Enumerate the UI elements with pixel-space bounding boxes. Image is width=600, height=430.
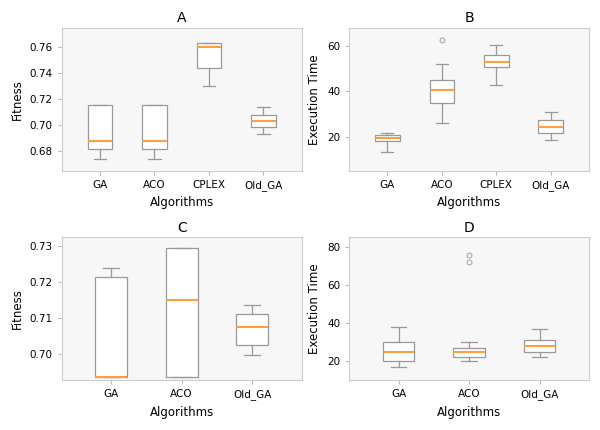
Y-axis label: Execution Time: Execution Time	[308, 54, 322, 144]
Y-axis label: Fitness: Fitness	[11, 79, 24, 120]
Title: D: D	[464, 221, 475, 234]
PathPatch shape	[538, 120, 563, 133]
PathPatch shape	[236, 314, 268, 344]
PathPatch shape	[166, 248, 197, 377]
PathPatch shape	[484, 55, 509, 68]
X-axis label: Algorithms: Algorithms	[149, 197, 214, 209]
Y-axis label: Execution Time: Execution Time	[308, 264, 322, 354]
X-axis label: Algorithms: Algorithms	[437, 406, 501, 419]
PathPatch shape	[453, 348, 485, 357]
PathPatch shape	[251, 115, 275, 127]
PathPatch shape	[383, 342, 415, 361]
Title: B: B	[464, 11, 474, 25]
PathPatch shape	[88, 104, 112, 149]
PathPatch shape	[142, 104, 167, 149]
PathPatch shape	[95, 276, 127, 377]
Y-axis label: Fitness: Fitness	[11, 289, 24, 329]
PathPatch shape	[524, 340, 556, 352]
PathPatch shape	[197, 43, 221, 68]
PathPatch shape	[430, 80, 454, 103]
PathPatch shape	[375, 135, 400, 141]
Title: A: A	[177, 11, 187, 25]
X-axis label: Algorithms: Algorithms	[437, 197, 501, 209]
Title: C: C	[177, 221, 187, 234]
X-axis label: Algorithms: Algorithms	[149, 406, 214, 419]
